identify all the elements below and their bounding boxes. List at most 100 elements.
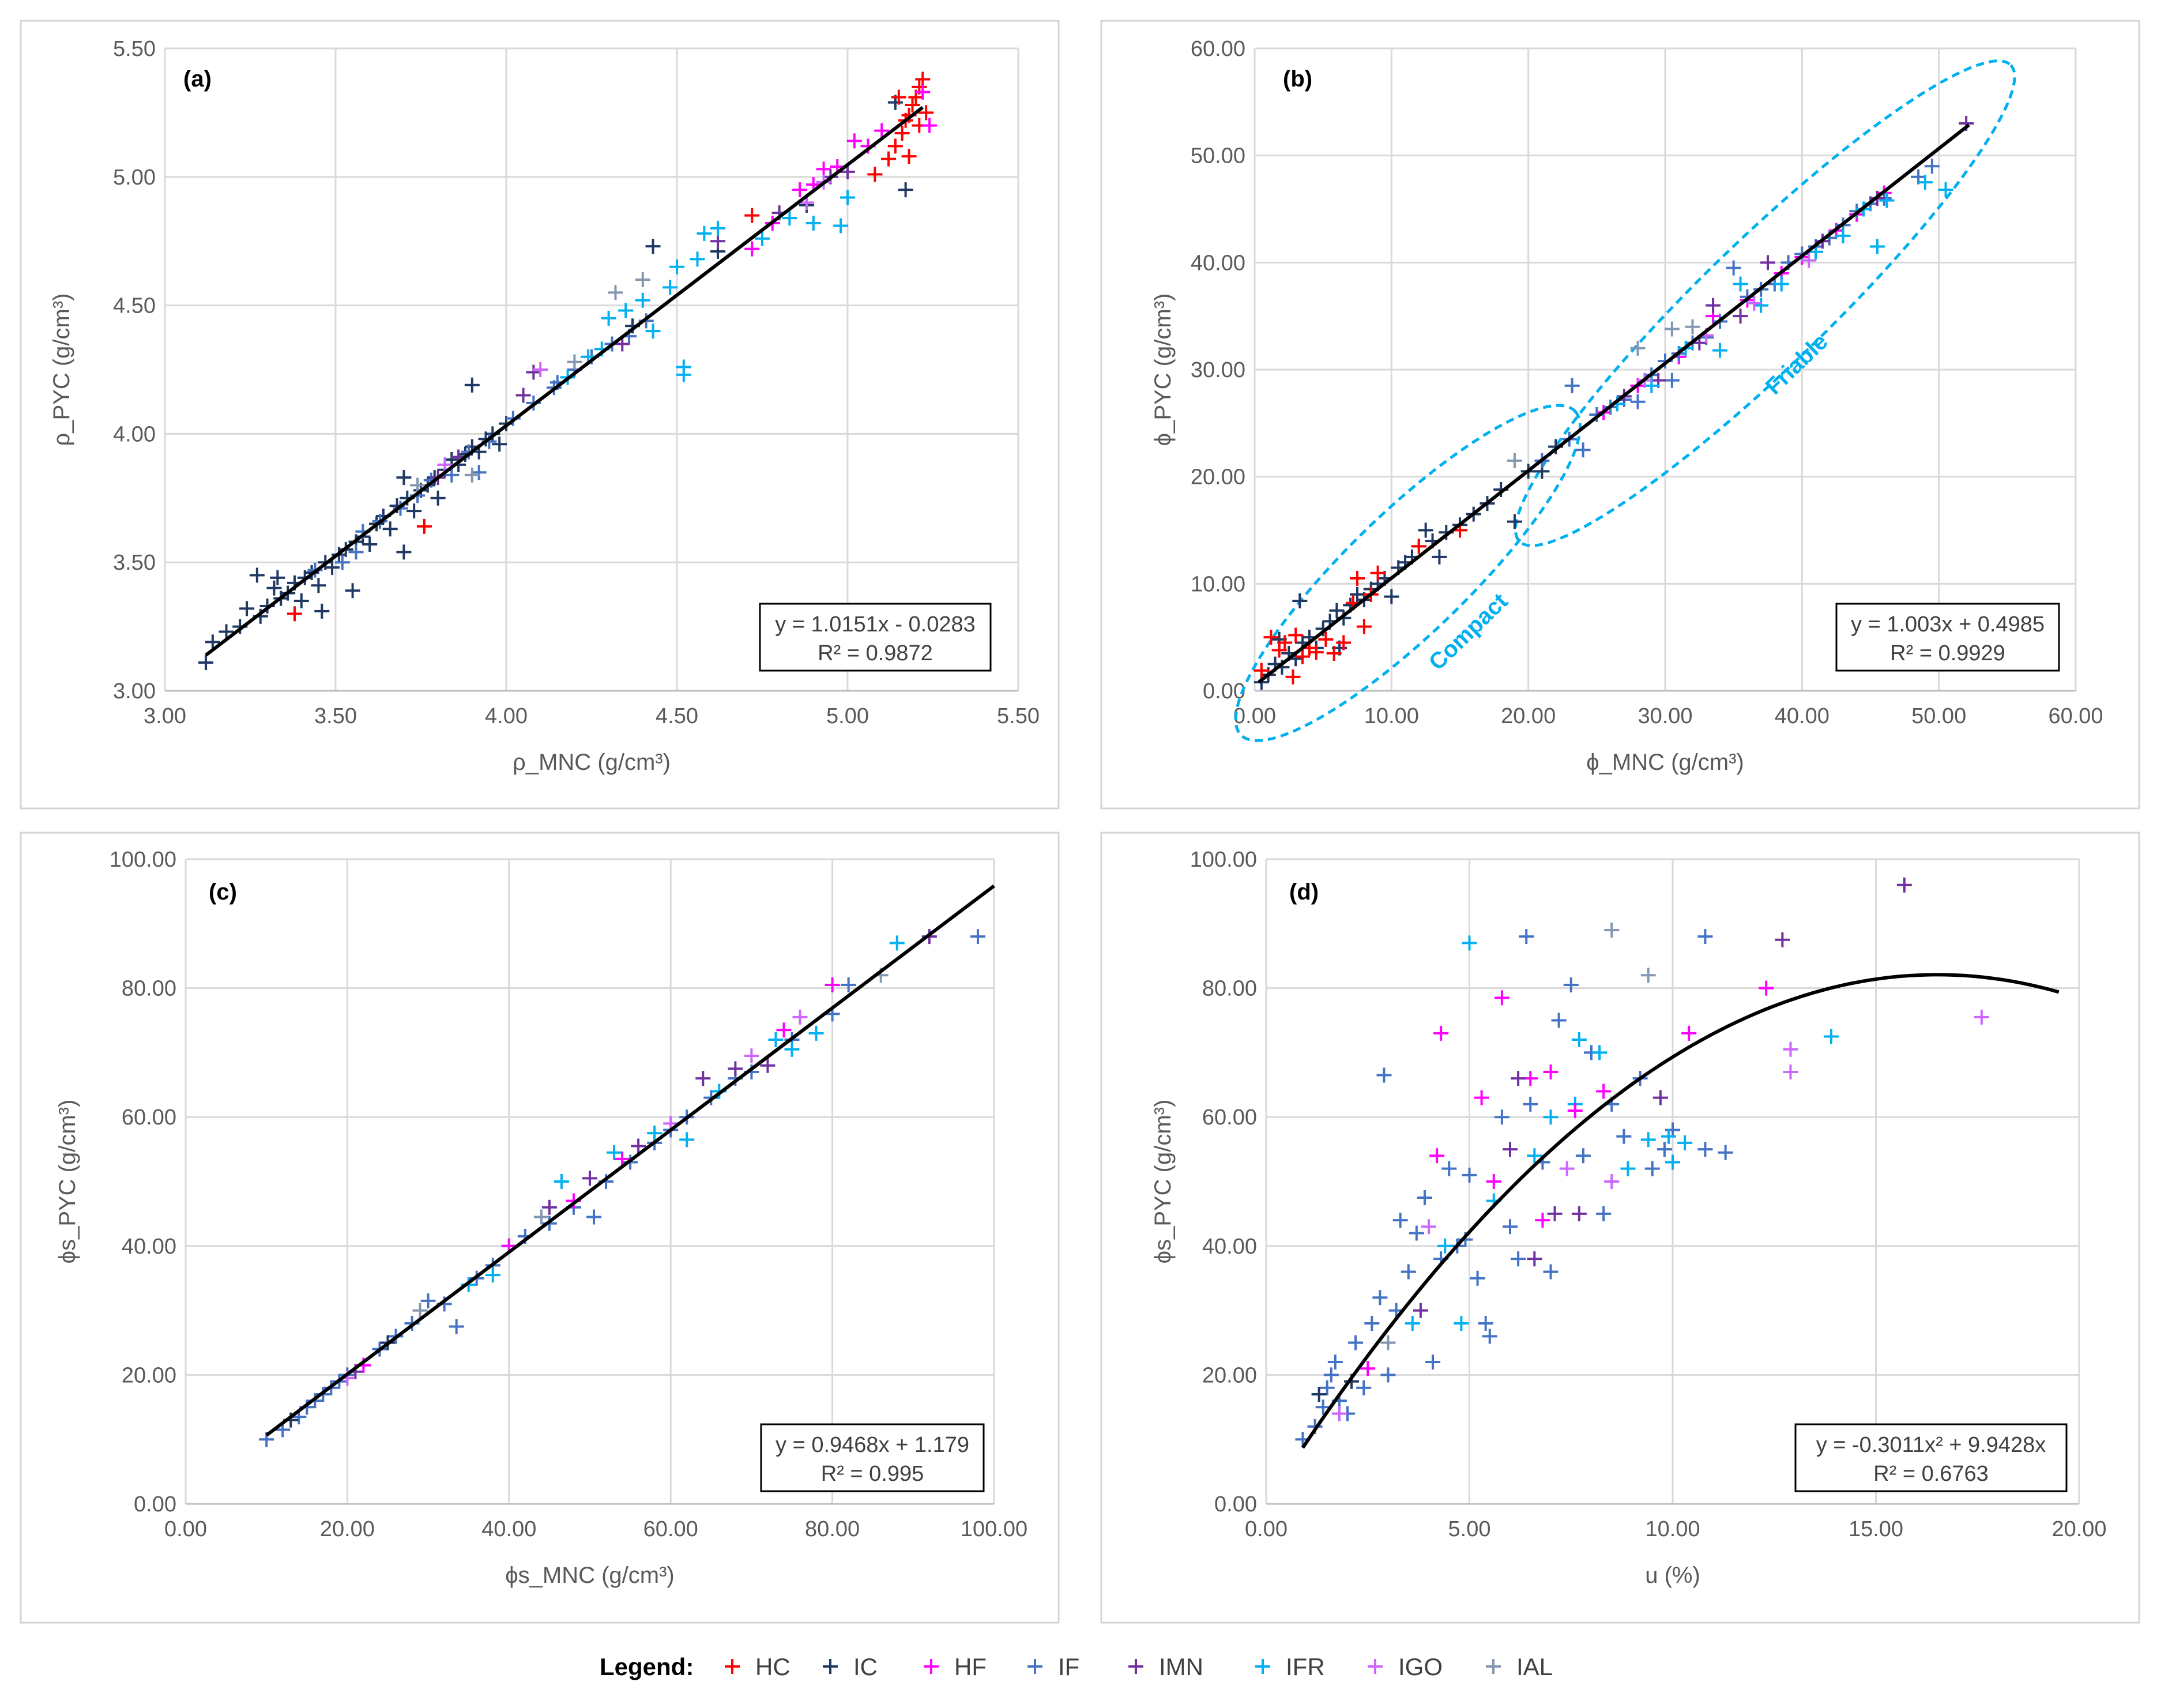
data-point-if — [1697, 1142, 1713, 1157]
data-point-ifr — [755, 231, 770, 246]
data-point-hc — [881, 151, 897, 167]
data-point-if — [1664, 373, 1680, 388]
data-point-ifr — [784, 1041, 800, 1057]
panel-label: (c) — [209, 879, 237, 905]
y-tick-label: 60.00 — [122, 1105, 176, 1130]
trendline — [1301, 973, 2060, 1449]
data-point-imn — [1571, 1206, 1587, 1221]
data-point-ifr — [601, 310, 616, 326]
data-point-ifr — [485, 1267, 500, 1283]
legend-title: Legend: — [600, 1653, 694, 1680]
data-point-if — [1372, 1290, 1388, 1306]
data-point-if — [1575, 1148, 1591, 1164]
x-tick-label: 10.00 — [1364, 704, 1419, 728]
data-point-imn — [1706, 298, 1721, 313]
data-point-imn — [1511, 1071, 1526, 1086]
y-tick-label: 100.00 — [110, 848, 176, 872]
y-tick-label: 60.00 — [1202, 1105, 1257, 1130]
y-tick-label: 80.00 — [122, 977, 176, 1001]
data-point-if — [1657, 1142, 1672, 1157]
x-tick-label: 10.00 — [1645, 1517, 1700, 1541]
data-point-if — [1323, 1367, 1339, 1383]
legend-label-ial: IAL — [1516, 1653, 1553, 1680]
r-squared: R² = 0.995 — [821, 1462, 924, 1486]
data-point-hc — [744, 208, 760, 223]
data-point-imn — [728, 1061, 743, 1077]
data-point-hc — [1370, 565, 1386, 581]
x-tick-label: 40.00 — [481, 1517, 536, 1541]
data-point-imn — [526, 364, 541, 380]
data-point-ial — [410, 477, 426, 493]
data-point-if — [1409, 1225, 1424, 1241]
data-point-igo — [1783, 1064, 1798, 1079]
data-point-hc — [1336, 635, 1352, 650]
data-point-ifr — [618, 303, 634, 318]
data-point-ifr — [669, 259, 684, 274]
data-point-if — [1482, 1329, 1497, 1344]
legend: Legend: HC IC HF IF IMN IFR IGO IAL — [600, 1653, 1553, 1680]
data-point-ifr — [1733, 276, 1748, 292]
y-tick-label: 20.00 — [1191, 465, 1245, 490]
data-point-ifr — [768, 1032, 784, 1048]
data-point-ic — [430, 490, 446, 506]
regression-equation: y = 1.003x + 0.4985 — [1851, 612, 2045, 637]
data-point-ic — [205, 634, 220, 650]
data-point-hc — [1350, 571, 1365, 586]
x-tick-label: 3.50 — [314, 704, 357, 728]
x-tick-label: 100.00 — [961, 1517, 1027, 1541]
panel-label: (d) — [1289, 879, 1319, 905]
data-point-igo — [1559, 1161, 1575, 1176]
x-tick-label: 60.00 — [643, 1517, 698, 1541]
y-tick-label: 3.00 — [113, 679, 156, 703]
data-point-ifr — [662, 280, 678, 295]
legend-marker-ic — [823, 1659, 838, 1674]
data-point-ifr — [840, 190, 855, 205]
data-point-hf — [922, 118, 938, 133]
data-point-igo — [1604, 1174, 1620, 1189]
data-point-imn — [541, 1199, 557, 1215]
data-point-ic — [239, 601, 255, 616]
y-axis-title: ρ_PYC (g/cm³) — [49, 294, 74, 446]
data-point-ic — [464, 377, 480, 393]
data-point-if — [1380, 1367, 1396, 1383]
equation-box — [1794, 1423, 2068, 1492]
x-tick-label: 20.00 — [320, 1517, 375, 1541]
data-point-if — [970, 929, 985, 945]
data-point-ial — [533, 1209, 549, 1225]
data-point-ial — [1507, 453, 1522, 468]
data-point-if — [1644, 1161, 1660, 1176]
data-point-if — [1718, 1145, 1733, 1160]
data-point-ifr — [1620, 1161, 1636, 1176]
data-point-if — [1348, 1335, 1364, 1350]
data-point-ifr — [805, 216, 821, 231]
data-point-imn — [631, 1138, 646, 1154]
x-tick-label: 5.00 — [826, 704, 869, 728]
data-point-if — [1462, 1167, 1477, 1183]
data-point-if — [1575, 442, 1591, 458]
data-point-ifr — [1405, 1315, 1420, 1331]
data-point-igo — [437, 457, 453, 472]
legend-marker-igo — [1368, 1659, 1383, 1674]
y-tick-label: 40.00 — [1202, 1235, 1257, 1259]
data-point-hf — [1759, 980, 1774, 996]
data-point-igo — [1783, 1041, 1798, 1057]
data-point-if — [1356, 1380, 1372, 1395]
data-point-if — [1563, 977, 1579, 993]
y-tick-label: 3.50 — [113, 551, 156, 575]
data-point-ifr — [1462, 935, 1477, 951]
data-point-ial — [1380, 1335, 1396, 1350]
data-point-if — [1494, 1109, 1509, 1125]
data-point-if — [1630, 394, 1646, 409]
data-point-imn — [1413, 1303, 1428, 1318]
data-point-imn — [582, 1171, 597, 1186]
data-point-ifr — [1527, 1148, 1542, 1164]
data-point-ifr — [1571, 1032, 1587, 1048]
data-point-hc — [887, 138, 903, 154]
data-point-hf — [1681, 1025, 1697, 1041]
data-point-if — [471, 465, 487, 480]
data-point-hf — [846, 133, 862, 149]
chart-panel-b: 0.00 10.00 20.00 30.00 40.00 50.00 60.000.0010… — [1150, 37, 2103, 775]
panel-label: (b) — [1283, 66, 1312, 92]
data-point-hc — [915, 72, 931, 87]
data-point-if — [1726, 260, 1741, 276]
